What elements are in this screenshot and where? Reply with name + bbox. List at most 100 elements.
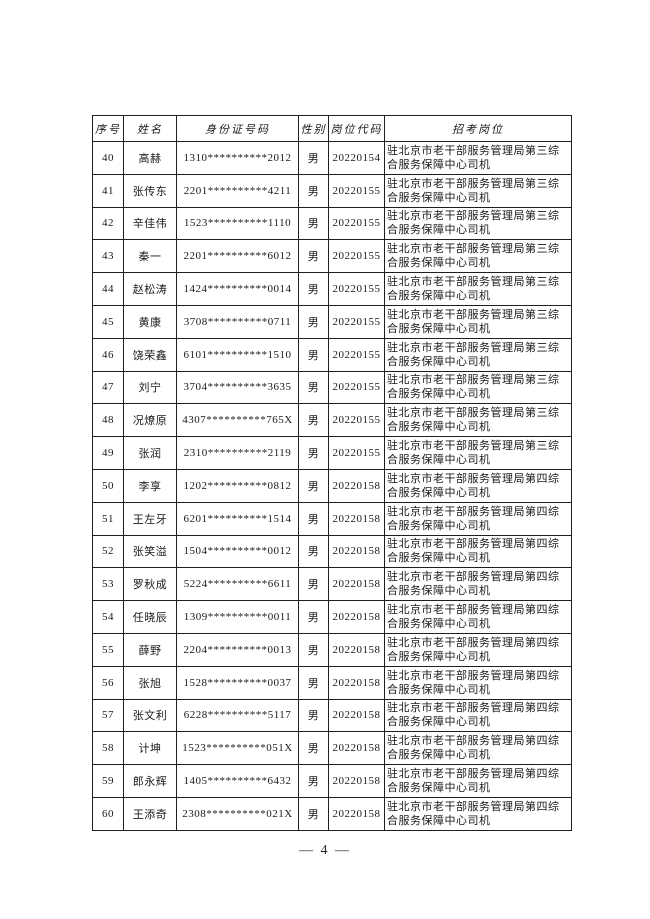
cell-name: 张笑溢 (123, 534, 177, 569)
table-row: 50 李享 1202**********0812 男 20220158 驻北京市老干部服务… (92, 468, 572, 503)
cell-gender: 男 (298, 239, 329, 274)
cell-position-code: 20220155 (328, 206, 385, 241)
cell-position-code: 20220154 (328, 141, 385, 175)
cell-seq: 43 (92, 239, 124, 274)
column-header-col-name: 姓名 (123, 115, 177, 142)
table-row: 42 辛佳伟 1523**********1110 男 20220155 驻北京市老干部服… (92, 206, 572, 241)
table-row: 48 况燎原 4307**********765X 男 20220155 驻北京市老干部服… (92, 403, 572, 438)
cell-position-code: 20220155 (328, 403, 385, 438)
cell-seq: 54 (92, 600, 124, 634)
cell-id-number: 1309**********0011 (176, 600, 299, 634)
cell-seq: 42 (92, 206, 124, 241)
cell-position-code: 20220158 (328, 468, 385, 503)
column-header-col-recruit-position: 招考岗位 (384, 115, 572, 142)
cell-recruit-position: 驻北京市老干部服务管理局第四综合服务保障中心司机 (384, 600, 572, 634)
cell-name: 任晓辰 (123, 600, 177, 634)
table-row: 51 王左牙 6201**********1514 男 20220158 驻北京市老干部服… (92, 501, 572, 536)
cell-name: 王左牙 (123, 501, 177, 536)
cell-name: 张文利 (123, 698, 177, 733)
cell-seq: 50 (92, 468, 124, 503)
cell-gender: 男 (298, 501, 329, 536)
cell-id-number: 1504**********0012 (176, 534, 299, 569)
page-number: — 4 — (299, 843, 351, 858)
cell-id-number: 1405**********6432 (176, 764, 299, 798)
cell-gender: 男 (298, 600, 329, 634)
table-row: 49 张润 2310**********2119 男 20220155 驻北京市老干部服务… (92, 436, 572, 470)
cell-name: 王添奇 (123, 796, 177, 831)
column-header-col-id-number: 身份证号码 (176, 115, 299, 142)
cell-name: 计坤 (123, 731, 177, 766)
column-header-col-gender: 性别 (298, 115, 329, 142)
cell-id-number: 6101**********1510 (176, 337, 299, 372)
cell-gender: 男 (298, 632, 329, 667)
cell-gender: 男 (298, 436, 329, 470)
cell-position-code: 20220155 (328, 173, 385, 208)
table-row: 47 刘宁 3704**********3635 男 20220155 驻北京市老干部服务… (92, 370, 572, 405)
cell-seq: 45 (92, 304, 124, 339)
cell-recruit-position: 驻北京市老干部服务管理局第四综合服务保障中心司机 (384, 501, 572, 536)
table-row: 41 张传东 2201**********4211 男 20220155 驻北京市老干部服… (92, 173, 572, 208)
cell-recruit-position: 驻北京市老干部服务管理局第三综合服务保障中心司机 (384, 173, 572, 208)
cell-recruit-position: 驻北京市老干部服务管理局第三综合服务保障中心司机 (384, 239, 572, 274)
cell-recruit-position: 驻北京市老干部服务管理局第三综合服务保障中心司机 (384, 206, 572, 241)
cell-id-number: 1424**********0014 (176, 272, 299, 306)
table-row: 52 张笑溢 1504**********0012 男 20220158 驻北京市老干部服… (92, 534, 572, 569)
table-row: 58 计坤 1523**********051X 男 20220158 驻北京市老干部服务… (92, 731, 572, 766)
cell-position-code: 20220155 (328, 239, 385, 274)
table-row: 40 高赫 1310**********2012 男 20220154 驻北京市老干部服务… (92, 141, 572, 175)
cell-gender: 男 (298, 272, 329, 306)
cell-id-number: 1202**********0812 (176, 468, 299, 503)
cell-recruit-position: 驻北京市老干部服务管理局第三综合服务保障中心司机 (384, 304, 572, 339)
cell-seq: 48 (92, 403, 124, 438)
cell-gender: 男 (298, 370, 329, 405)
table-row: 54 任晓辰 1309**********0011 男 20220158 驻北京市老干部服… (92, 600, 572, 634)
cell-recruit-position: 驻北京市老干部服务管理局第三综合服务保障中心司机 (384, 141, 572, 175)
cell-seq: 40 (92, 141, 124, 175)
cell-seq: 56 (92, 665, 124, 700)
cell-seq: 47 (92, 370, 124, 405)
cell-position-code: 20220158 (328, 731, 385, 766)
cell-seq: 41 (92, 173, 124, 208)
table-row: 55 薛野 2204**********0013 男 20220158 驻北京市老干部服务… (92, 632, 572, 667)
cell-name: 刘宁 (123, 370, 177, 405)
cell-position-code: 20220158 (328, 534, 385, 569)
cell-gender: 男 (298, 337, 329, 372)
table-row: 60 王添奇 2308**********021X 男 20220158 驻北京市老干部服… (92, 796, 572, 831)
cell-seq: 52 (92, 534, 124, 569)
cell-name: 张润 (123, 436, 177, 470)
cell-gender: 男 (298, 206, 329, 241)
cell-seq: 59 (92, 764, 124, 798)
cell-position-code: 20220158 (328, 796, 385, 831)
cell-id-number: 1310**********2012 (176, 141, 299, 175)
cell-name: 饶荣鑫 (123, 337, 177, 372)
table-row: 56 张旭 1528**********0037 男 20220158 驻北京市老干部服务… (92, 665, 572, 700)
table-row: 43 秦一 2201**********6012 男 20220155 驻北京市老干部服务… (92, 239, 572, 274)
cell-name: 秦一 (123, 239, 177, 274)
table-row: 44 赵松涛 1424**********0014 男 20220155 驻北京市老干部服… (92, 272, 572, 306)
column-header-col-seq: 序号 (92, 115, 124, 142)
cell-gender: 男 (298, 173, 329, 208)
table-header-row: 序号 姓名 身份证号码 性别 岗位代码 招考岗位 (92, 115, 572, 142)
table-row: 53 罗秋成 5224**********6611 男 20220158 驻北京市老干部服… (92, 567, 572, 602)
cell-gender: 男 (298, 468, 329, 503)
cell-recruit-position: 驻北京市老干部服务管理局第四综合服务保障中心司机 (384, 665, 572, 700)
cell-name: 赵松涛 (123, 272, 177, 306)
cell-recruit-position: 驻北京市老干部服务管理局第三综合服务保障中心司机 (384, 436, 572, 470)
cell-id-number: 2201**********4211 (176, 173, 299, 208)
cell-position-code: 20220158 (328, 764, 385, 798)
cell-id-number: 2310**********2119 (176, 436, 299, 470)
cell-position-code: 20220155 (328, 304, 385, 339)
cell-seq: 55 (92, 632, 124, 667)
cell-name: 张旭 (123, 665, 177, 700)
cell-gender: 男 (298, 567, 329, 602)
cell-recruit-position: 驻北京市老干部服务管理局第三综合服务保障中心司机 (384, 370, 572, 405)
cell-recruit-position: 驻北京市老干部服务管理局第三综合服务保障中心司机 (384, 272, 572, 306)
cell-id-number: 1523**********1110 (176, 206, 299, 241)
cell-recruit-position: 驻北京市老干部服务管理局第三综合服务保障中心司机 (384, 403, 572, 438)
cell-recruit-position: 驻北京市老干部服务管理局第四综合服务保障中心司机 (384, 534, 572, 569)
cell-gender: 男 (298, 304, 329, 339)
cell-position-code: 20220155 (328, 370, 385, 405)
cell-id-number: 5224**********6611 (176, 567, 299, 602)
cell-name: 薛野 (123, 632, 177, 667)
